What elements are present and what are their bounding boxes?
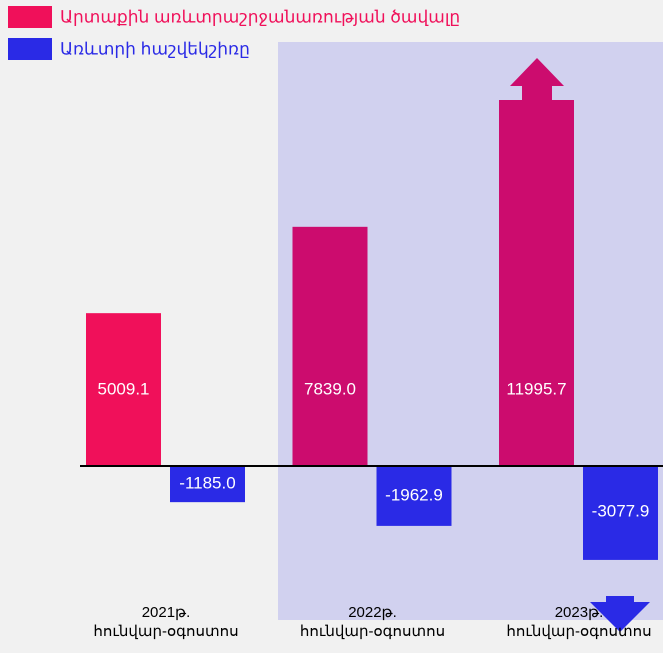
bar	[293, 227, 368, 466]
legend-swatch	[8, 38, 52, 60]
legend-label: Առևտրի հաշվեկշիռը	[60, 39, 250, 58]
chart: Արտաքին առևտրաշրջանառության ծավալը Առևտրի…	[0, 0, 663, 653]
chart-svg: Արտաքին առևտրաշրջանառության ծավալը Առևտրի…	[0, 0, 663, 653]
x-tick-label: 2022թ. հունվար-օգոստոս	[283, 603, 463, 641]
value-label: -1185.0	[179, 474, 235, 493]
value-label: -3077.9	[592, 501, 650, 520]
bar	[499, 100, 574, 466]
value-label: -1962.9	[385, 485, 443, 504]
legend-swatch	[8, 6, 52, 28]
value-label: 11995.7	[506, 379, 566, 398]
value-label: 7839.0	[304, 379, 356, 398]
x-tick-label: 2023թ. հունվար-օգոստոս	[489, 603, 663, 641]
x-tick-label: 2021թ. հունվար-օգոստոս	[76, 603, 256, 641]
legend-label: Արտաքին առևտրաշրջանառության ծավալը	[60, 7, 460, 26]
value-label: 5009.1	[98, 379, 150, 398]
